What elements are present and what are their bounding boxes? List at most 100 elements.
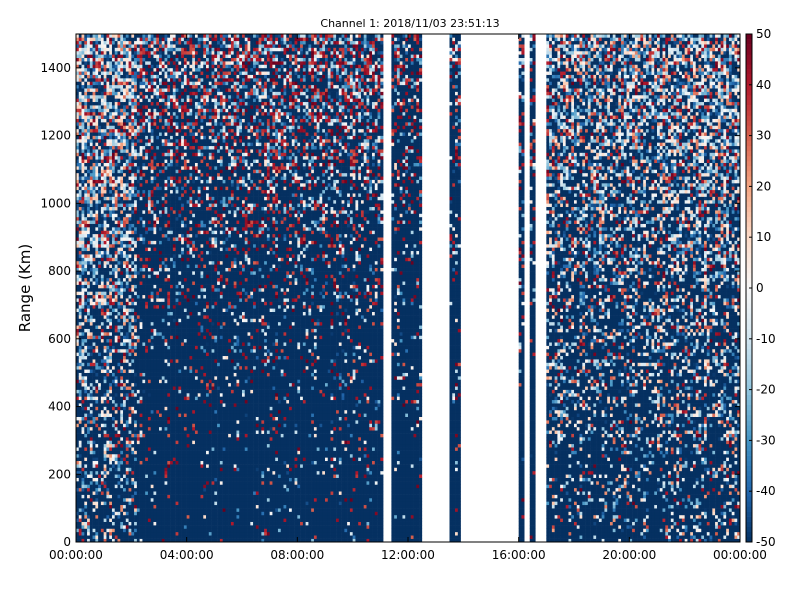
colorbar-segment: [746, 390, 752, 395]
colorbar-segment: [746, 481, 752, 486]
colorbar-segment: [746, 156, 752, 161]
radar-range-time-chart: Channel 1: 2018/11/03 23:51:13 Range (Km…: [0, 0, 800, 600]
colorbar-segment: [746, 120, 752, 125]
colorbar-segment: [746, 44, 752, 49]
colorbar-segment: [746, 80, 752, 85]
colorbar-segment: [746, 54, 752, 59]
colorbar-segment: [746, 263, 752, 268]
colorbar-segment: [746, 34, 752, 39]
colorbar-segment: [746, 522, 752, 527]
colorbar-tick-label: -10: [756, 332, 776, 346]
chart-title: Channel 1: 2018/11/03 23:51:13: [320, 17, 499, 30]
colorbar-segment: [746, 273, 752, 278]
colorbar-segment: [746, 364, 752, 369]
colorbar-segment: [746, 90, 752, 95]
colorbar-tick-label: -30: [756, 433, 776, 447]
colorbar-segment: [746, 359, 752, 364]
y-tick-label: 800: [48, 264, 71, 278]
colorbar-segment: [746, 186, 752, 191]
colorbar-segment: [746, 451, 752, 456]
colorbar-segment: [746, 318, 752, 323]
colorbar-segment: [746, 258, 752, 263]
x-tick-label: 04:00:00: [160, 548, 214, 562]
colorbar-segment: [746, 136, 752, 141]
colorbar-segment: [746, 334, 752, 339]
colorbar-segment: [746, 537, 752, 542]
colorbar-segment: [746, 247, 752, 252]
colorbar-tick-label: 10: [756, 230, 771, 244]
colorbar-segment: [746, 501, 752, 506]
chart-svg: Channel 1: 2018/11/03 23:51:13 Range (Km…: [0, 0, 800, 600]
colorbar-tick-label: 20: [756, 179, 771, 193]
colorbar-segment: [746, 517, 752, 522]
colorbar-segment: [746, 131, 752, 136]
colorbar-segment: [746, 115, 752, 120]
colorbar-segment: [746, 339, 752, 344]
colorbar-segment: [746, 95, 752, 100]
colorbar-segment: [746, 430, 752, 435]
y-tick-label: 200: [48, 467, 71, 481]
y-tick-label: 400: [48, 400, 71, 414]
colorbar-segment: [746, 344, 752, 349]
x-tick-label: 12:00:00: [381, 548, 435, 562]
colorbar-tick-label: 30: [756, 129, 771, 143]
colorbar-segment: [746, 461, 752, 466]
colorbar-segment: [746, 512, 752, 517]
colorbar-segment: [746, 64, 752, 69]
colorbar-segment: [746, 445, 752, 450]
y-tick-label: 1400: [40, 61, 71, 75]
colorbar-segment: [746, 242, 752, 247]
colorbar-segment: [746, 278, 752, 283]
x-tick-label: 00:00:00: [713, 548, 767, 562]
colorbar-segment: [746, 293, 752, 298]
colorbar-segment: [746, 491, 752, 496]
colorbar-segment: [746, 298, 752, 303]
colorbar-segment: [746, 466, 752, 471]
colorbar-segment: [746, 410, 752, 415]
colorbar-segment: [746, 39, 752, 44]
colorbar-segment: [746, 308, 752, 313]
colorbar-segment: [746, 110, 752, 115]
y-tick-label: 600: [48, 332, 71, 346]
colorbar-segment: [746, 324, 752, 329]
colorbar-segment: [746, 354, 752, 359]
colorbar-segment: [746, 527, 752, 532]
colorbar-segment: [746, 379, 752, 384]
colorbar-tick-label: -40: [756, 484, 776, 498]
colorbar-segment: [746, 532, 752, 537]
colorbar-segment: [746, 222, 752, 227]
colorbar-segment: [746, 496, 752, 501]
colorbar-segment: [746, 329, 752, 334]
colorbar-segment: [746, 369, 752, 374]
colorbar-segment: [746, 440, 752, 445]
y-tick-label: 0: [63, 535, 71, 549]
heatmap-cells: [76, 34, 740, 542]
colorbar-segment: [746, 349, 752, 354]
colorbar-segment: [746, 288, 752, 293]
colorbar-segment: [746, 283, 752, 288]
colorbar-segment: [746, 212, 752, 217]
colorbar-segment: [746, 400, 752, 405]
colorbar-segment: [746, 385, 752, 390]
colorbar-tick-label: -20: [756, 383, 776, 397]
colorbar-segment: [746, 176, 752, 181]
colorbar-tick-label: 50: [756, 27, 771, 41]
colorbar-segment: [746, 456, 752, 461]
x-tick-label: 00:00:00: [49, 548, 103, 562]
colorbar-tick-label: 40: [756, 78, 771, 92]
colorbar-segment: [746, 313, 752, 318]
colorbar-segment: [746, 415, 752, 420]
colorbar-segment: [746, 420, 752, 425]
colorbar-segment: [746, 181, 752, 186]
colorbar-segment: [746, 486, 752, 491]
colorbar-segment: [746, 252, 752, 257]
colorbar-segment: [746, 268, 752, 273]
x-tick-label: 20:00:00: [602, 548, 656, 562]
colorbar-segment: [746, 151, 752, 156]
colorbar-segment: [746, 75, 752, 80]
colorbar-segment: [746, 237, 752, 242]
colorbar-segment: [746, 471, 752, 476]
colorbar-segment: [746, 85, 752, 90]
colorbar-segment: [746, 476, 752, 481]
